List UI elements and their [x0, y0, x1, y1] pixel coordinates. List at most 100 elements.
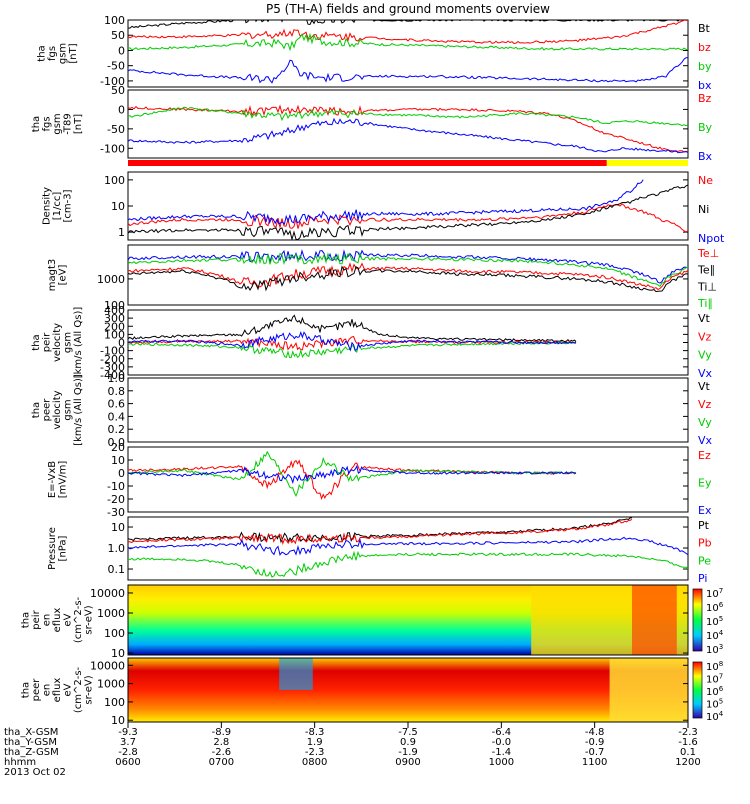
- y-axis-label-line: gsm: [63, 399, 74, 420]
- figure-title: P5 (TH-A) fields and ground moments over…: [266, 2, 550, 16]
- x-row-value: 1000: [489, 757, 514, 768]
- series-line-Pi: [128, 536, 688, 556]
- y-axis-label-line: -T89: [63, 113, 74, 135]
- y-axis-label-line: tha: [36, 45, 47, 61]
- legend-entry: Vx: [698, 367, 713, 380]
- y-tick-label: 0: [118, 44, 125, 57]
- series-line-Npot: [128, 179, 644, 226]
- y-axis-label-line: Density: [42, 187, 53, 225]
- panel-4: 1000 100 magt3 [eV] Te⊥ Te∥ Ti⊥ Ti∥: [47, 244, 719, 312]
- y-tick-label: -100: [100, 345, 125, 358]
- y-tick-label: 0: [118, 337, 125, 350]
- panel-8: 10 1.0 0.1 Pressure [nPa] Pt Pb Pe Pi: [47, 516, 712, 585]
- series-line-Pb: [128, 518, 633, 546]
- y-tick-label: 100: [104, 299, 125, 312]
- legend-entry: bx: [698, 79, 712, 92]
- legend-entry: Te⊥: [697, 247, 719, 260]
- y-axis-label-line: fgs: [42, 116, 53, 131]
- series-line-Te⊥: [128, 262, 688, 291]
- legend-entry: Ex: [698, 504, 712, 517]
- y-tick-label: -30: [107, 506, 125, 519]
- series-line-Vt: [128, 314, 577, 343]
- x-row-label: tha_Z-GSM: [4, 747, 59, 758]
- y-axis-label-line: [nT]: [68, 43, 79, 63]
- y-tick-label: -200: [100, 353, 125, 366]
- y-axis-label-line: (cm^2-s-: [73, 596, 84, 643]
- y-tick-label: -50: [107, 123, 125, 136]
- colorbar-label: 104: [706, 629, 724, 642]
- x-row-value: -1.9: [398, 747, 418, 758]
- series-line-Ne: [128, 203, 688, 233]
- heatmap-2: [128, 658, 688, 722]
- panel-frame: [127, 446, 689, 513]
- y-axis-label-line: tha: [31, 334, 42, 350]
- y-tick-label: -300: [100, 361, 125, 374]
- series-line-bz: [128, 20, 688, 45]
- colorbar-scale: [692, 588, 703, 652]
- x-axis-annotation: tha_X-GSM -9.3 -8.9 -8.3 -7.5 -6.4 -4.8 -2.3 tha…: [4, 722, 701, 778]
- y-tick-label: 10000: [90, 659, 125, 672]
- x-row-value: 1100: [582, 757, 607, 768]
- x-row-label: tha_Y-GSM: [4, 737, 57, 748]
- legend-entry: Bx: [698, 150, 713, 163]
- legend-entry: Ne: [698, 174, 713, 187]
- series-line-Ti⊥: [128, 249, 688, 284]
- series-line-Pe: [128, 550, 688, 578]
- legend-entry: bz: [698, 41, 711, 54]
- y-tick-label: 100: [104, 627, 125, 640]
- legend-entry: Vy: [698, 416, 712, 429]
- legend-entry: by: [698, 60, 712, 73]
- y-axis-label-line: en: [42, 614, 53, 627]
- y-tick-label: 20: [111, 441, 125, 454]
- y-tick-label: 10: [111, 714, 125, 727]
- colorbar-label: 105: [706, 615, 723, 628]
- x-row-value: 0600: [115, 757, 140, 768]
- x-row-value: -1.4: [492, 747, 512, 758]
- y-axis-label-line: peir: [31, 609, 42, 629]
- y-axis-label-line: [km/s (All Qs)]: [73, 374, 84, 446]
- panel-1: 100 50 0 -50 -100 tha fgs gsm [nT] Bt bz by bx: [36, 14, 712, 92]
- legend-entry: Vx: [698, 434, 713, 447]
- y-tick-label: 0.4: [108, 410, 126, 423]
- y-axis-label-line: [1/cc]: [52, 192, 63, 221]
- y-tick-label: 10: [111, 647, 125, 660]
- y-tick-label: -50: [107, 60, 125, 73]
- y-axis-label-line: gsm: [52, 113, 63, 134]
- series-line-Ni: [128, 184, 688, 240]
- y-tick-label: 100: [104, 696, 125, 709]
- x-row-value: -2.6: [212, 747, 232, 758]
- heatmap-peak-region: [632, 585, 677, 655]
- y-tick-label: 0.0: [108, 436, 126, 449]
- y-tick-label: 200: [104, 320, 125, 333]
- y-tick-label: -10: [107, 480, 125, 493]
- colorbar-label: 106: [706, 685, 724, 698]
- legend-entry: Bz: [698, 92, 712, 105]
- x-row-label: hhmm: [4, 757, 36, 768]
- y-axis-label-line: eV: [63, 683, 74, 696]
- x-row-value: -8.9: [212, 727, 232, 738]
- y-tick-label: 1000: [97, 678, 125, 691]
- x-row-value: 0700: [209, 757, 234, 768]
- series-line-Ti∥: [128, 251, 688, 288]
- plot-date: 2013 Oct 02: [4, 767, 66, 778]
- series-line-bx: [128, 57, 688, 84]
- legend-entry: Pe: [698, 554, 711, 567]
- legend-entry: Pb: [698, 537, 712, 550]
- y-tick-label: 0: [118, 103, 125, 116]
- y-tick-label: 1: [118, 226, 125, 239]
- x-row-value: 2.8: [213, 737, 229, 748]
- y-tick-label: 1000: [97, 273, 125, 286]
- legend-entry: Pt: [698, 519, 710, 532]
- series-line-By: [128, 106, 688, 127]
- series-line-Te∥: [128, 265, 688, 293]
- y-tick-label: -400: [100, 369, 125, 382]
- y-axis-label-line: en: [42, 684, 53, 697]
- y-axis-label-line: (cm^2-s-: [73, 666, 84, 713]
- y-tick-label: 10: [111, 454, 125, 467]
- x-row-value: -8.3: [305, 727, 325, 738]
- y-axis-label-line: gsm: [57, 43, 68, 64]
- y-tick-label: 1.0: [108, 542, 126, 555]
- legend-entry: Vt: [698, 312, 711, 325]
- y-axis-label-line: eflux: [52, 608, 63, 633]
- x-row-value: 1200: [675, 757, 700, 768]
